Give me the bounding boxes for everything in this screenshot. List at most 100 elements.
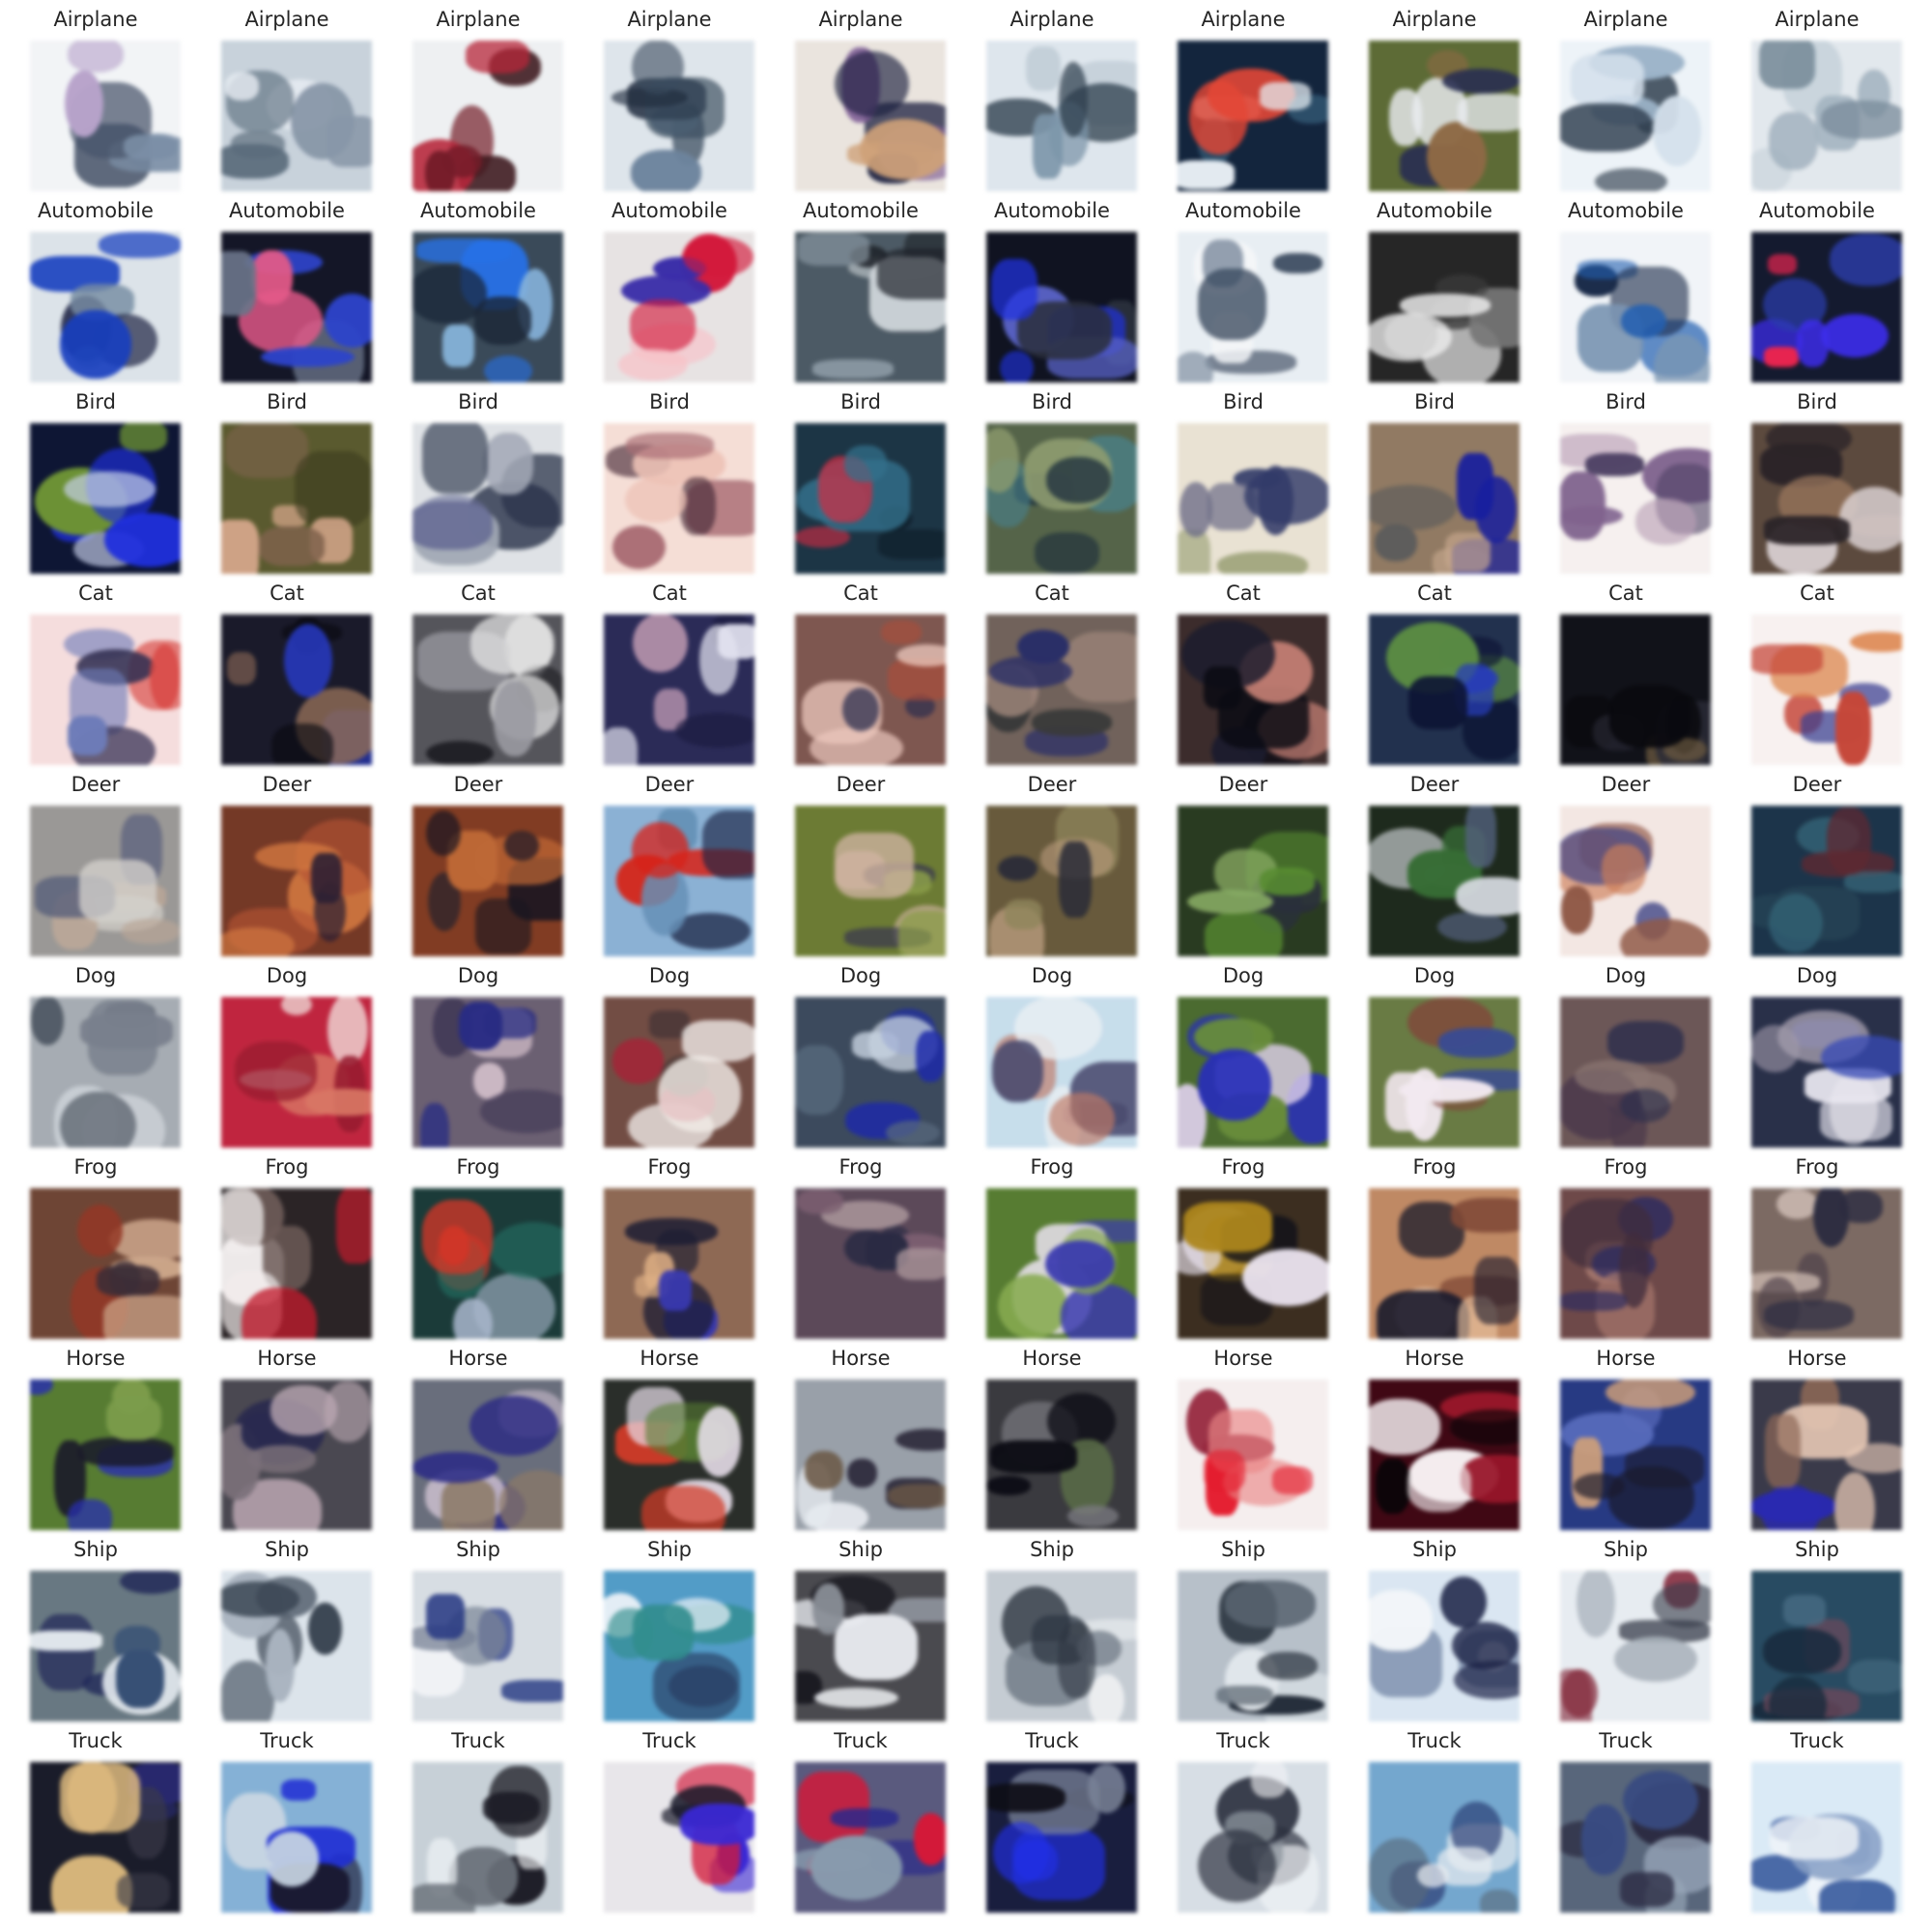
cell-class-label: Truck [451,1729,505,1752]
generated-image [795,1379,946,1530]
sample-cell: Horse [383,1339,574,1530]
sample-cell: Frog [1721,1148,1913,1339]
image-color-patch [498,1470,563,1530]
cell-class-label: Horse [1405,1347,1464,1370]
image-color-patch [1759,41,1815,89]
image-color-patch [1183,1202,1272,1252]
image-color-patch [1369,313,1452,361]
cell-class-label: Dog [1413,964,1456,987]
sample-cell: Airplane [1339,0,1530,191]
image-color-patch [1179,482,1212,537]
cell-class-label: Ship [647,1538,692,1561]
image-color-patch [484,355,532,383]
image-color-patch [490,1222,563,1279]
image-color-patch [1244,468,1328,525]
sample-cell: Deer [956,765,1148,956]
image-color-patch [842,688,879,731]
sample-cell: Bird [0,383,191,574]
sample-cell: Horse [574,1339,765,1530]
sample-cell: Dog [1530,956,1721,1148]
cell-class-label: Automobile [1568,199,1684,222]
sample-cell: Automobile [1339,191,1530,383]
image-color-patch [1242,1249,1328,1306]
image-color-patch [494,681,536,756]
generated-image [986,41,1137,191]
cell-class-label: Cat [843,582,878,605]
image-color-patch [795,526,850,548]
image-color-patch [1427,122,1487,191]
image-color-patch [469,1396,558,1456]
sample-cell: Horse [956,1339,1148,1530]
generated-image [604,41,754,191]
sample-cell: Truck [383,1721,574,1913]
generated-image [1369,1571,1520,1721]
sample-cell: Airplane [1530,0,1721,191]
image-color-patch [1834,1472,1875,1530]
sample-cell: Horse [765,1339,956,1530]
sample-cell: Horse [1339,1339,1530,1530]
generated-image [221,1379,372,1530]
cell-class-label: Bird [840,390,881,413]
cell-class-label: Deer [71,773,121,796]
image-color-patch [501,1680,563,1702]
generated-image [795,1762,946,1913]
cell-class-label: Truck [1025,1729,1079,1752]
image-color-patch [60,1092,136,1148]
image-color-patch [426,1594,465,1639]
image-color-patch [896,644,946,667]
image-color-patch [1198,1830,1276,1902]
sample-cell: Automobile [1530,191,1721,383]
image-color-patch [281,997,312,1015]
image-color-patch [631,150,701,191]
image-color-patch [604,727,638,765]
image-color-patch [1035,532,1099,574]
image-color-patch [30,1631,102,1651]
image-color-patch [697,1406,741,1477]
sample-cell: Dog [383,956,574,1148]
cell-class-label: Deer [1218,773,1268,796]
generated-image [1369,806,1520,956]
sample-cell: Bird [1721,383,1913,574]
generated-image [1178,1762,1328,1913]
generated-image [1178,232,1328,383]
cell-class-label: Horse [257,1347,317,1370]
image-color-patch [1189,80,1248,155]
image-color-patch [1844,871,1902,893]
image-color-patch [1620,1872,1674,1907]
image-color-patch [888,1484,946,1508]
cell-class-label: Dog [457,964,499,987]
image-color-patch [1032,709,1112,736]
generated-image [412,997,563,1148]
image-color-patch [281,1779,316,1801]
generated-image [1178,423,1328,574]
cell-class-label: Ship [838,1538,883,1561]
image-color-patch [1450,1409,1520,1445]
generated-image [1751,614,1902,765]
image-color-patch [1251,1762,1288,1798]
image-color-patch [1768,254,1797,274]
image-color-patch [798,1772,869,1842]
image-color-patch [835,51,909,117]
cell-class-label: Dog [266,964,308,987]
generated-image [221,614,372,765]
sample-cell: Horse [1721,1339,1913,1530]
image-color-patch [1581,1804,1627,1875]
sample-cell: Frog [1339,1148,1530,1339]
image-color-patch [1765,1414,1801,1488]
image-color-patch [1178,352,1213,383]
generated-image [1560,614,1711,765]
generated-image [1369,232,1520,383]
image-color-patch [814,1688,898,1708]
sample-cell: Bird [956,383,1148,574]
image-color-patch [641,1486,725,1530]
generated-image [1560,423,1711,574]
image-color-patch [225,72,259,100]
image-color-patch [225,423,308,478]
generated-image [1178,806,1328,956]
cell-class-label: Cat [1417,582,1452,605]
sample-cell: Deer [1530,765,1721,956]
image-color-patch [702,810,754,879]
cell-class-label: Ship [1412,1538,1457,1561]
image-color-patch [1560,471,1605,540]
sample-cell: Truck [1530,1721,1721,1913]
